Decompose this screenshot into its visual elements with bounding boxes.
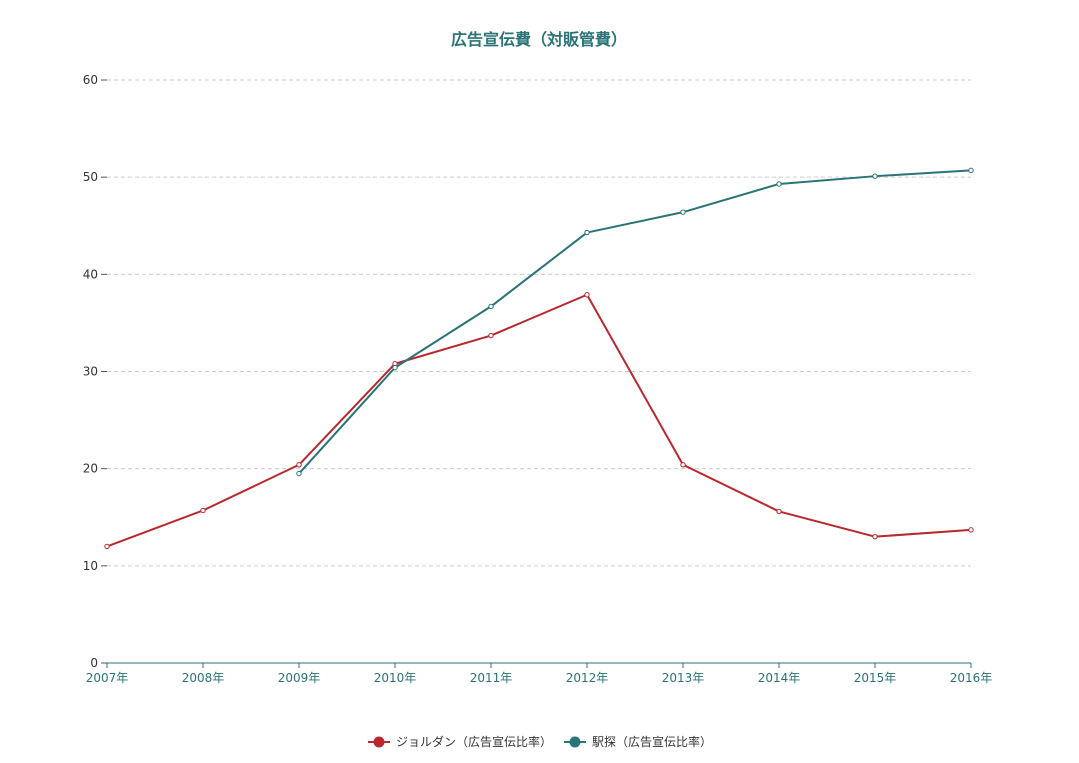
y-tick-label: 30 [83,365,98,379]
data-point[interactable] [104,543,110,550]
data-point[interactable] [488,303,494,310]
axes: 0 10 20 30 40 50 60 2007年 2008年 2009年 2010年 2011年 20… [83,73,993,685]
data-point[interactable] [680,462,686,468]
series-lines [104,167,974,550]
data-point[interactable] [584,229,590,236]
data-point[interactable] [968,527,974,533]
x-tick-label: 2009年 [278,671,321,685]
data-point[interactable] [680,209,686,215]
x-tick-label: 2012年 [566,671,609,685]
data-point[interactable] [776,181,782,187]
y-tick-label: 0 [90,656,98,670]
data-point[interactable] [968,167,974,174]
x-tick-label: 2008年 [182,671,225,685]
data-point[interactable] [584,292,590,298]
legend-marker [569,736,581,748]
x-tick-label: 2015年 [854,671,897,685]
y-tick-label: 40 [83,267,98,281]
x-tick-label: 2013年 [662,671,705,685]
y-tick-label: 10 [83,559,98,573]
data-point[interactable] [488,332,494,339]
data-point[interactable] [872,533,878,540]
legend[interactable]: ジョルダン（広告宣伝比率） 駅探（広告宣伝比率） [368,734,712,749]
y-tick-label: 60 [83,73,98,87]
data-point[interactable] [872,173,878,179]
legend-label: 駅探（広告宣伝比率） [592,734,712,749]
legend-item-0[interactable]: ジョルダン（広告宣伝比率） [368,734,552,749]
legend-marker [373,736,385,748]
data-point[interactable] [200,507,206,514]
series-line-1 [298,169,972,475]
series-line-0 [106,293,972,548]
legend-item-1[interactable]: 駅探（広告宣伝比率） [564,734,712,749]
data-point[interactable] [776,508,782,515]
chart-title: 広告宣伝費（対販管費） [451,30,627,49]
data-point[interactable] [296,470,302,477]
grid-lines [107,79,971,567]
data-point[interactable] [392,364,398,371]
y-tick-label: 50 [83,170,98,184]
x-tick-label: 2010年 [374,671,417,685]
y-tick-label: 20 [83,462,98,476]
x-tick-label: 2011年 [470,671,513,685]
x-tick-label: 2007年 [86,671,129,685]
x-tick-label: 2014年 [758,671,801,685]
x-tick-label: 2016年 [950,671,993,685]
legend-label: ジョルダン（広告宣伝比率） [396,734,552,749]
data-point[interactable] [296,462,302,468]
